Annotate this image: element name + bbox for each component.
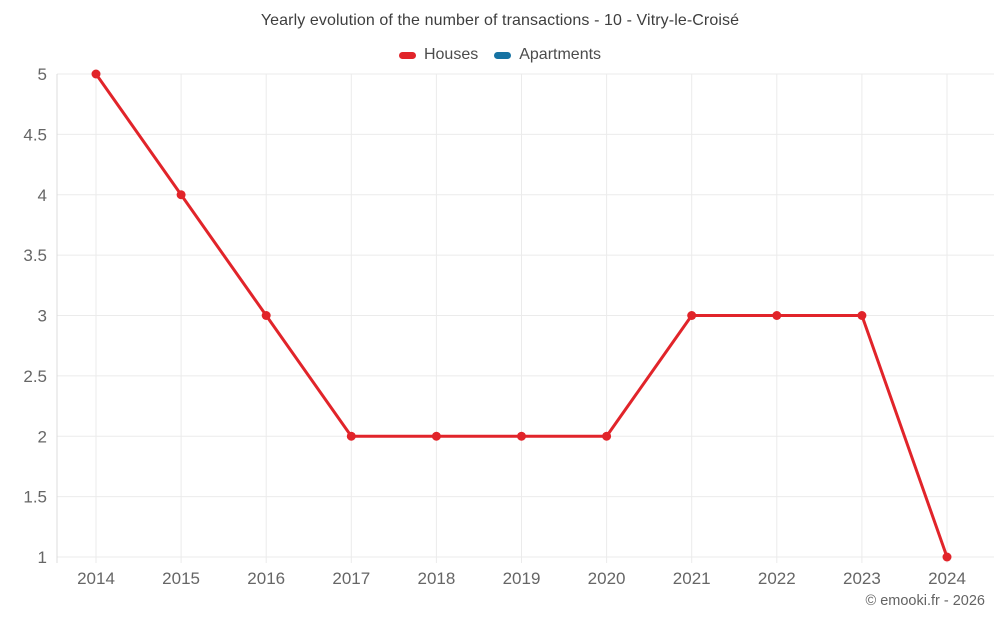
x-axis-tick-label: 2016 [247, 569, 285, 588]
legend: Houses Apartments [0, 46, 1000, 64]
y-axis-tick-label: 3 [38, 307, 47, 326]
houses-data-point[interactable] [942, 552, 952, 562]
y-axis-tick-label: 1 [38, 548, 47, 567]
houses-data-point[interactable] [431, 431, 441, 441]
y-axis-tick-label: 4.5 [23, 125, 47, 144]
houses-data-point[interactable] [176, 190, 186, 200]
y-axis-tick-label: 5 [38, 65, 47, 84]
houses-data-point[interactable] [687, 311, 697, 320]
x-axis-tick-label: 2022 [758, 569, 796, 588]
x-axis-tick-label: 2023 [843, 569, 881, 588]
legend-label-apartments: Apartments [519, 46, 602, 63]
houses-data-point[interactable] [602, 431, 612, 441]
y-axis-tick-label: 3.5 [23, 246, 47, 265]
x-axis-tick-label: 2018 [417, 569, 455, 588]
x-axis-tick-label: 2019 [503, 569, 541, 588]
copyright-text: © emooki.fr - 2026 [865, 593, 985, 609]
y-axis-tick-label: 1.5 [23, 488, 47, 507]
chart-title: Yearly evolution of the number of transa… [260, 12, 740, 29]
houses-data-point[interactable] [346, 431, 356, 441]
houses-data-point[interactable] [261, 311, 271, 320]
x-axis-tick-label: 2021 [673, 569, 711, 588]
legend-label-houses: Houses [423, 46, 479, 63]
x-axis-tick-label: 2015 [162, 569, 200, 588]
legend-item-houses[interactable]: Houses [398, 46, 479, 64]
x-axis-tick-label: 2024 [928, 569, 966, 588]
y-axis-tick-label: 2.5 [23, 367, 47, 386]
x-axis-tick-label: 2014 [77, 569, 115, 588]
houses-data-point[interactable] [857, 311, 867, 320]
y-axis-tick-label: 4 [38, 186, 47, 205]
houses-series-swatch-icon [398, 51, 416, 59]
legend-item-apartments[interactable]: Apartments [494, 46, 601, 64]
y-axis-tick-label: 2 [38, 427, 47, 446]
x-axis-tick-label: 2017 [332, 569, 370, 588]
houses-data-point[interactable] [517, 431, 526, 441]
houses-data-point[interactable] [772, 311, 782, 320]
houses-data-point[interactable] [91, 69, 101, 79]
x-axis-tick-label: 2020 [588, 569, 626, 588]
apartments-series-swatch-icon [494, 51, 512, 59]
